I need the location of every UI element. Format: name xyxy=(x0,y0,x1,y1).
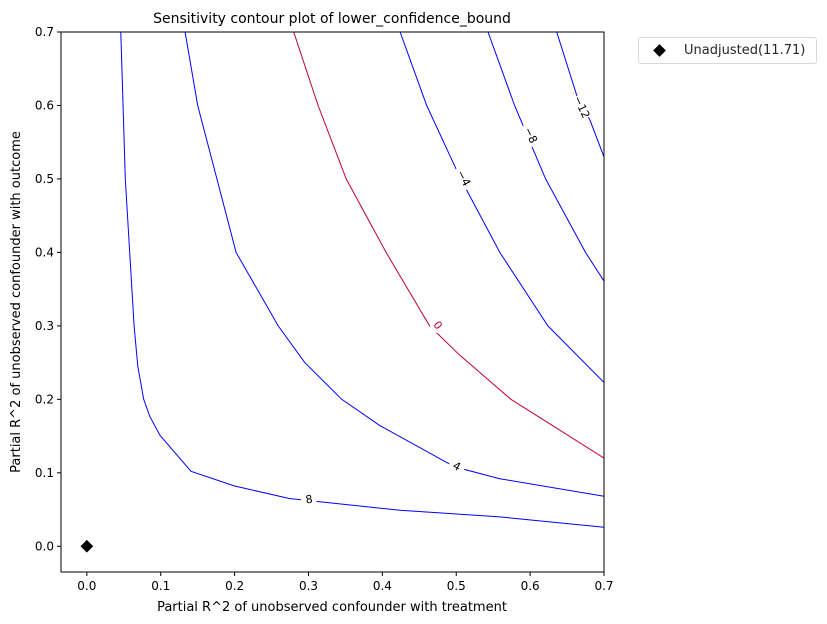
y-tick-label: 0.1 xyxy=(35,466,54,480)
x-tick-label: 0.3 xyxy=(299,579,318,593)
contour-label: 0 xyxy=(430,319,445,333)
x-axis-ticks: 0.0 0.1 0.2 0.3 0.4 0.5 0.6 0.7 xyxy=(77,572,614,593)
contour-lines xyxy=(120,32,604,528)
y-tick-label: 0.0 xyxy=(35,539,54,553)
x-tick-label: 0.4 xyxy=(373,579,392,593)
contour-label: −8 xyxy=(521,125,540,145)
contour-label: −12 xyxy=(571,94,593,121)
contour-line xyxy=(399,32,604,383)
contour-label: 8 xyxy=(305,493,314,507)
contour-line xyxy=(120,32,604,528)
y-axis-label: Partial R^2 of unobserved confounder wit… xyxy=(9,131,24,473)
contour-labels: 840−4−8−12 xyxy=(305,94,593,506)
y-axis-ticks: 0.0 0.1 0.2 0.3 0.4 0.5 0.6 0.7 xyxy=(35,25,61,553)
contour-line xyxy=(556,32,604,158)
y-tick-label: 0.5 xyxy=(35,172,54,186)
y-tick-label: 0.4 xyxy=(35,245,54,259)
y-tick-label: 0.6 xyxy=(35,98,54,112)
plot-frame xyxy=(60,31,605,573)
x-tick-label: 0.1 xyxy=(151,579,170,593)
data-markers xyxy=(80,539,94,553)
diamond-marker-icon xyxy=(653,44,666,57)
x-tick-label: 0.2 xyxy=(225,579,244,593)
x-tick-label: 0.7 xyxy=(594,579,613,593)
contour-line xyxy=(487,32,604,282)
contour-line xyxy=(293,32,604,459)
y-tick-label: 0.2 xyxy=(35,392,54,406)
legend: Unadjusted(11.71) xyxy=(638,37,817,64)
x-axis-label: Partial R^2 of unobserved confounder wit… xyxy=(157,600,507,615)
contour-line xyxy=(184,32,604,497)
x-tick-label: 0.0 xyxy=(77,579,96,593)
y-tick-label: 0.3 xyxy=(35,319,54,333)
chart-title: Sensitivity contour plot of lower_confid… xyxy=(153,11,511,27)
x-tick-label: 0.5 xyxy=(447,579,466,593)
legend-label: Unadjusted(11.71) xyxy=(684,43,806,58)
y-tick-label: 0.7 xyxy=(35,25,54,39)
contour-label: 4 xyxy=(451,459,463,474)
diamond-marker-icon xyxy=(80,539,94,553)
x-tick-label: 0.6 xyxy=(521,579,540,593)
